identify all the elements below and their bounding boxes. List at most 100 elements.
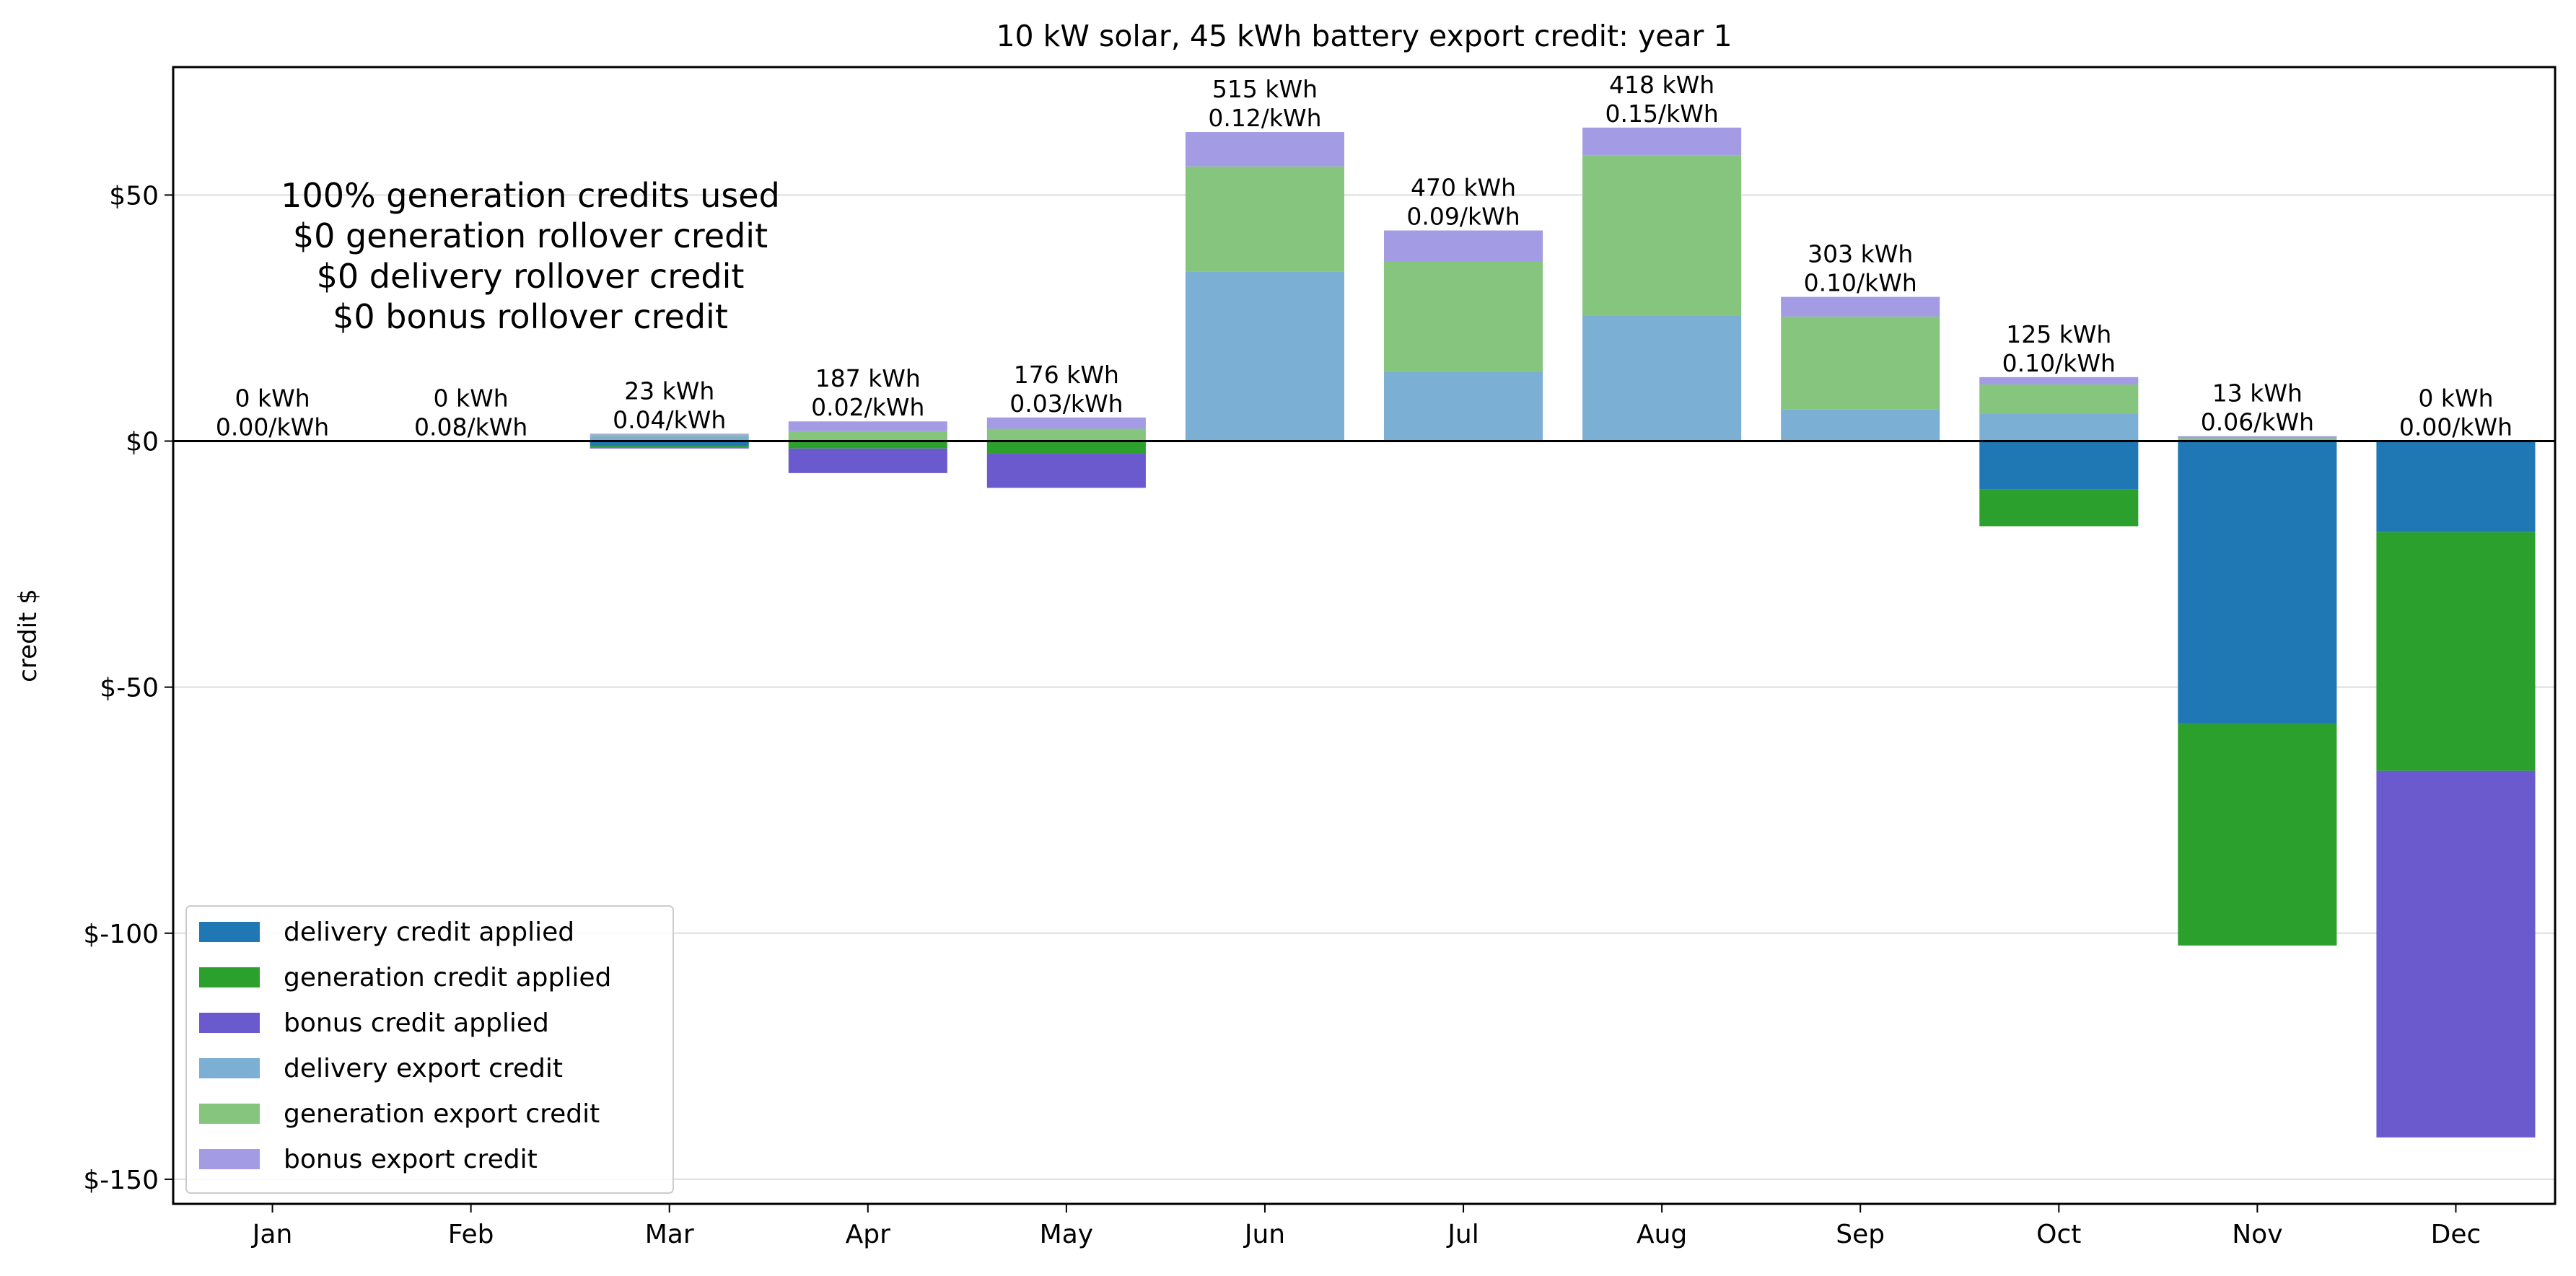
bar-label-aug-1: 418 kWh bbox=[1609, 71, 1714, 99]
bar-label-jun-2: 0.12/kWh bbox=[1208, 104, 1321, 132]
bar-mar-generation-credit-applied bbox=[590, 446, 749, 448]
bar-sep-delivery-export-credit bbox=[1781, 409, 1940, 441]
legend-swatch-delivery-export-credit bbox=[199, 1058, 260, 1078]
y-axis: $50 $0 $-50 $-100 $-150 bbox=[83, 181, 173, 1195]
bar-oct-delivery-credit-applied bbox=[1979, 441, 2139, 490]
bar-nov-delivery-credit-applied bbox=[2178, 441, 2337, 724]
bar-nov-generation-export-credit bbox=[2178, 438, 2337, 440]
bar-may-bonus-export-credit bbox=[986, 417, 1146, 429]
bar-sep-generation-export-credit bbox=[1781, 316, 1940, 410]
bar-jul-delivery-export-credit bbox=[1384, 371, 1543, 441]
bar-label-mar-2: 0.04/kWh bbox=[613, 405, 726, 434]
bar-oct-generation-export-credit bbox=[1979, 384, 2139, 414]
legend-label-bonus-export-credit: bonus export credit bbox=[284, 1145, 538, 1174]
bar-nov-generation-credit-applied bbox=[2178, 723, 2337, 946]
bar-label-mar-1: 23 kWh bbox=[624, 377, 714, 405]
bar-nov-bonus-export-credit bbox=[2178, 436, 2337, 439]
bar-label-nov-1: 13 kWh bbox=[2212, 379, 2303, 408]
bar-oct-generation-credit-applied bbox=[1979, 489, 2139, 527]
bars bbox=[590, 127, 2536, 1138]
y-tick-label-3: $-100 bbox=[83, 920, 159, 949]
bar-label-feb-2: 0.08/kWh bbox=[414, 413, 527, 441]
plot-area-frame bbox=[172, 66, 2557, 1205]
bar-aug-bonus-export-credit bbox=[1582, 127, 1742, 156]
legend: delivery credit applied generation credit… bbox=[185, 905, 674, 1194]
x-tick-label-may: May bbox=[1040, 1220, 1093, 1249]
bar-label-jul-1: 470 kWh bbox=[1411, 174, 1516, 202]
y-tick-label-1: $0 bbox=[126, 428, 159, 457]
bar-label-aug-2: 0.15/kWh bbox=[1605, 100, 1719, 128]
bar-dec-generation-credit-applied bbox=[2376, 532, 2536, 771]
bar-oct-delivery-export-credit bbox=[1979, 413, 2139, 441]
x-tick-label-nov: Nov bbox=[2232, 1220, 2282, 1249]
bar-may-generation-export-credit bbox=[986, 428, 1146, 440]
bar-label-feb-1: 0 kWh bbox=[434, 384, 509, 413]
legend-label-delivery-credit-applied: delivery credit applied bbox=[284, 918, 574, 947]
legend-label-generation-export-credit: generation export credit bbox=[284, 1099, 600, 1129]
bar-label-may-1: 176 kWh bbox=[1014, 361, 1119, 389]
legend-swatch-bonus-credit-applied bbox=[199, 1013, 260, 1033]
legend-swatch-generation-credit-applied bbox=[199, 967, 260, 987]
bar-label-oct-1: 125 kWh bbox=[2006, 320, 2111, 348]
x-tick-label-apr: Apr bbox=[846, 1220, 890, 1249]
bar-aug-delivery-export-credit bbox=[1582, 315, 1742, 441]
bar-jun-generation-export-credit bbox=[1185, 166, 1344, 272]
y-axis-label: credit $ bbox=[14, 589, 43, 682]
x-tick-label-dec: Dec bbox=[2431, 1220, 2481, 1249]
y-tick-label-0: $50 bbox=[109, 181, 159, 211]
bar-jul-generation-export-credit bbox=[1384, 261, 1543, 372]
bar-apr-bonus-credit-applied bbox=[788, 448, 947, 473]
annotation-line-1: 100% generation credits used bbox=[281, 176, 780, 215]
x-axis: Jan Feb Mar Apr May Jun Jul Aug Sep Oct Nov Dec bbox=[251, 1204, 2481, 1249]
annotation-line-3: $0 delivery rollover credit bbox=[317, 257, 745, 296]
bar-jun-delivery-export-credit bbox=[1185, 271, 1344, 441]
bar-oct-bonus-export-credit bbox=[1979, 377, 2139, 385]
legend-label-bonus-credit-applied: bonus credit applied bbox=[284, 1008, 549, 1038]
bar-may-generation-credit-applied bbox=[986, 441, 1146, 454]
legend-label-generation-credit-applied: generation credit applied bbox=[284, 963, 611, 993]
bar-label-jan-1: 0 kWh bbox=[235, 384, 310, 413]
bar-label-oct-2: 0.10/kWh bbox=[2002, 349, 2116, 377]
x-tick-label-aug: Aug bbox=[1637, 1220, 1687, 1249]
bar-aug-generation-export-credit bbox=[1582, 155, 1742, 316]
bar-label-nov-2: 0.06/kWh bbox=[2201, 408, 2314, 436]
x-tick-label-jul: Jul bbox=[1446, 1220, 1478, 1249]
y-tick-label-2: $-50 bbox=[100, 674, 159, 703]
bar-label-apr-1: 187 kWh bbox=[815, 364, 921, 392]
bar-label-jan-2: 0.00/kWh bbox=[216, 413, 329, 441]
bar-sep-bonus-export-credit bbox=[1781, 296, 1940, 317]
bar-dec-bonus-credit-applied bbox=[2376, 770, 2536, 1138]
x-tick-label-oct: Oct bbox=[2036, 1220, 2081, 1249]
legend-swatch-generation-export-credit bbox=[199, 1104, 260, 1124]
annotation-line-2: $0 generation rollover credit bbox=[293, 216, 768, 255]
bar-label-may-2: 0.03/kWh bbox=[1009, 390, 1123, 418]
legend-swatch-bonus-export-credit bbox=[199, 1149, 260, 1169]
bar-apr-generation-credit-applied bbox=[788, 441, 947, 449]
chart-title: 10 kW solar, 45 kWh battery export credi… bbox=[996, 19, 1732, 53]
y-tick-label-4: $-150 bbox=[83, 1166, 159, 1195]
bar-label-apr-2: 0.02/kWh bbox=[811, 393, 924, 421]
legend-label-delivery-export-credit: delivery export credit bbox=[284, 1054, 563, 1083]
legend-box bbox=[185, 905, 674, 1194]
bar-jul-bonus-export-credit bbox=[1384, 230, 1543, 262]
bar-mar-delivery-credit-applied bbox=[590, 441, 749, 446]
bar-label-dec-1: 0 kWh bbox=[2418, 384, 2493, 413]
legend-swatch-delivery-credit-applied bbox=[199, 922, 260, 942]
bar-label-jun-1: 515 kWh bbox=[1212, 75, 1318, 103]
bar-mar-generation-export-credit bbox=[590, 434, 749, 436]
x-tick-label-mar: Mar bbox=[645, 1220, 694, 1249]
bar-may-bonus-credit-applied bbox=[986, 453, 1146, 488]
summary-annotation: 100% generation credits used$0 generatio… bbox=[281, 176, 780, 336]
bar-mar-delivery-export-credit bbox=[590, 436, 749, 441]
bar-label-sep-1: 303 kWh bbox=[1808, 240, 1913, 268]
bar-label-dec-2: 0.00/kWh bbox=[2399, 413, 2513, 441]
bar-label-jul-2: 0.09/kWh bbox=[1406, 203, 1520, 231]
bar-label-sep-2: 0.10/kWh bbox=[1804, 269, 1917, 297]
bar-apr-bonus-export-credit bbox=[788, 421, 947, 431]
bar-mar-bonus-credit-applied bbox=[590, 447, 749, 449]
x-tick-label-jun: Jun bbox=[1243, 1220, 1285, 1249]
bar-apr-generation-export-credit bbox=[788, 431, 947, 440]
bar-jun-bonus-export-credit bbox=[1185, 132, 1344, 167]
